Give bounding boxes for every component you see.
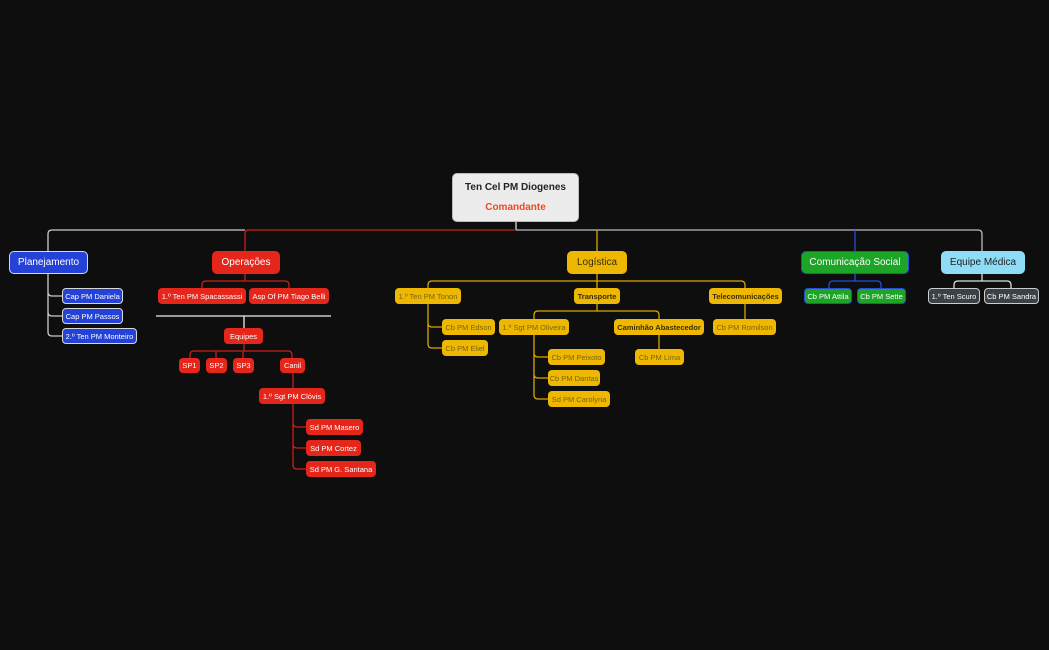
commander-role: Comandante <box>485 202 546 213</box>
node-equipes[interactable]: Equipes <box>224 328 263 344</box>
node-team[interactable]: Canil <box>280 358 305 373</box>
node-team[interactable]: SP2 <box>206 358 227 373</box>
node-member[interactable]: Sd PM Masero <box>306 419 363 435</box>
node-operacoes[interactable]: Operações <box>212 251 280 274</box>
node-transporte[interactable]: Transporte <box>574 288 620 304</box>
node-member[interactable]: Cb PM Peixoto <box>548 349 605 365</box>
node-telecom[interactable]: Telecomunicações <box>709 288 782 304</box>
node-member[interactable]: 1.º Ten PM Spacassassi <box>158 288 246 304</box>
node-team[interactable]: SP1 <box>179 358 200 373</box>
commander-name: Ten Cel PM Diogenes <box>465 182 566 193</box>
node-logistica[interactable]: Logística <box>567 251 627 274</box>
node-member[interactable]: Cap PM Daniela <box>62 288 123 304</box>
node-member[interactable]: Sd PM Cortez <box>306 440 361 456</box>
node-member[interactable]: Sd PM G. Santana <box>306 461 376 477</box>
node-member[interactable]: Cb PM Eliel <box>442 340 488 356</box>
node-member[interactable]: Cb PM Romilson <box>713 319 776 335</box>
node-medica[interactable]: Equipe Médica <box>941 251 1025 274</box>
node-member[interactable]: Sd PM Carolyna <box>548 391 610 407</box>
node-member[interactable]: 2.º Ten PM Monteiro <box>62 328 137 344</box>
node-member[interactable]: Asp Of PM Tiago Belli <box>249 288 329 304</box>
node-member[interactable]: Cb PM Lima <box>635 349 684 365</box>
node-oliveira[interactable]: 1.º Sgt PM Oliveira <box>499 319 569 335</box>
node-caminhao[interactable]: Caminhão Abastecedor <box>614 319 704 335</box>
node-member[interactable]: Cb PM Dantas <box>548 370 600 386</box>
node-comunicacao[interactable]: Comunicação Social <box>801 251 909 274</box>
commander-node[interactable]: Ten Cel PM Diogenes Comandante <box>452 173 579 222</box>
node-member[interactable]: Cb PM Attila <box>804 288 852 304</box>
node-team[interactable]: SP3 <box>233 358 254 373</box>
node-member[interactable]: Cap PM Passos <box>62 308 123 324</box>
node-member[interactable]: 1.º Ten Scuro <box>928 288 980 304</box>
node-member[interactable]: Cb PM Sandra <box>984 288 1039 304</box>
node-planejamento[interactable]: Planejamento <box>9 251 88 274</box>
node-canil-leader[interactable]: 1.º Sgt PM Clóvis <box>259 388 325 404</box>
node-member[interactable]: Cb PM Sette <box>857 288 906 304</box>
node-member[interactable]: Cb PM Edson <box>442 319 495 335</box>
node-tonon[interactable]: 1.º Ten PM Tonon <box>395 288 461 304</box>
